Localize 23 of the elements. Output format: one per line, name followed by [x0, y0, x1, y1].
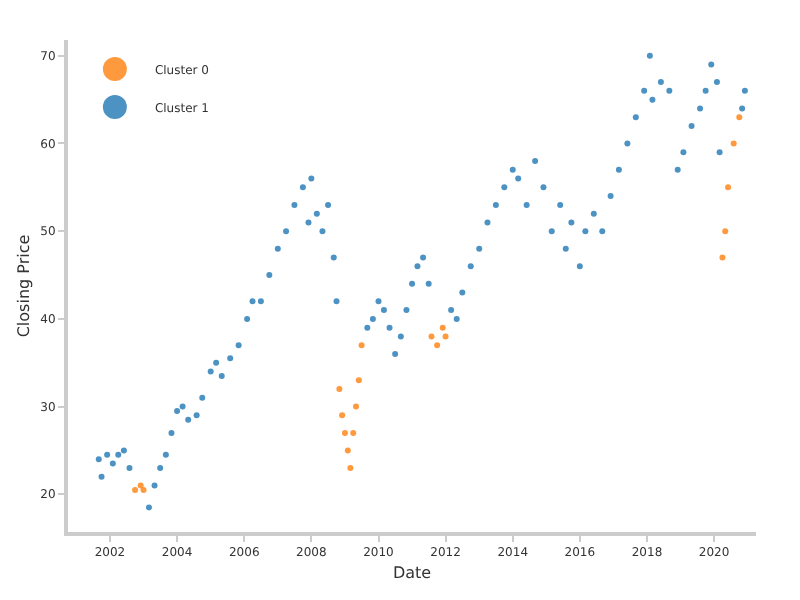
point — [442, 333, 449, 340]
point — [355, 377, 362, 384]
point — [439, 324, 446, 331]
y-axis-title: Closing Price — [14, 234, 33, 338]
point — [358, 342, 365, 349]
point — [341, 429, 348, 436]
point — [434, 342, 441, 349]
point — [719, 254, 726, 261]
x-axis-title: Date — [392, 563, 432, 582]
point — [336, 386, 343, 393]
point — [140, 486, 147, 493]
point — [132, 486, 139, 493]
point — [722, 228, 729, 235]
point — [736, 114, 743, 121]
point — [725, 184, 732, 191]
point — [353, 403, 359, 410]
point — [730, 140, 737, 147]
point — [428, 333, 435, 340]
point — [339, 412, 346, 419]
point — [347, 464, 354, 471]
point — [350, 429, 357, 436]
point — [137, 482, 144, 489]
point — [344, 447, 351, 454]
